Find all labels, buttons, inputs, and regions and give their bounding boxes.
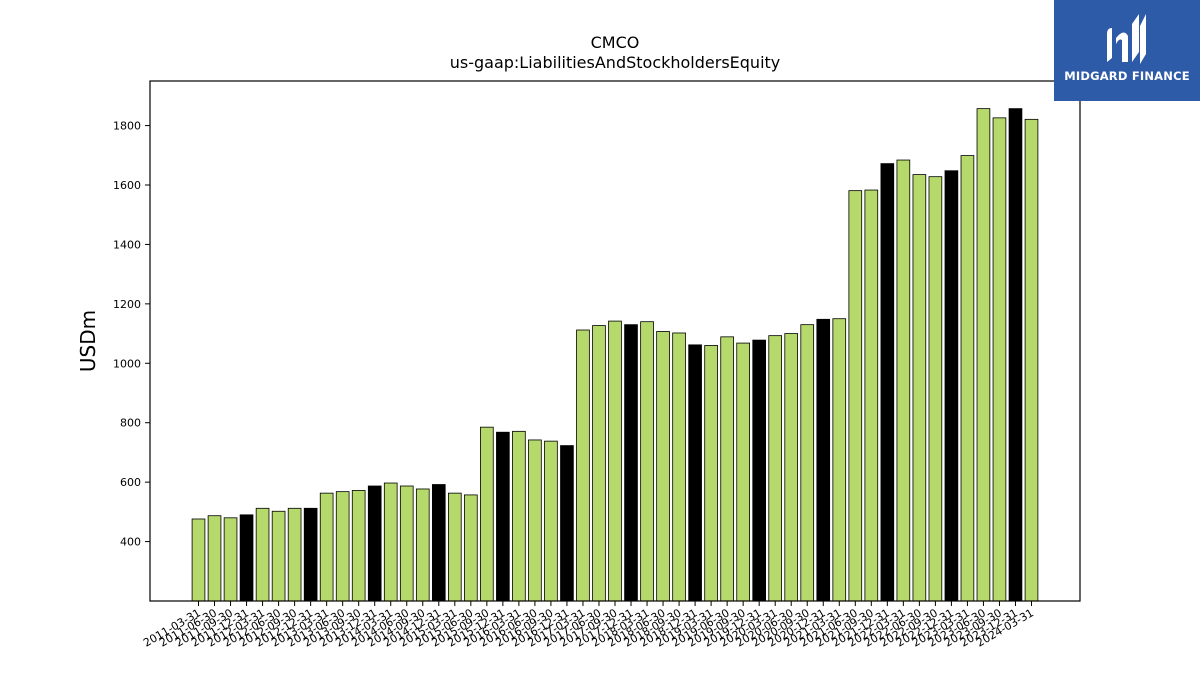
y-tick-label: 800 — [120, 417, 141, 430]
bar — [720, 336, 734, 602]
chart-subtitle: us-gaap:LiabilitiesAndStockholdersEquity — [450, 53, 781, 72]
midgard-finance-logo: MIDGARD FINANCE — [1054, 0, 1200, 101]
bar — [800, 324, 815, 602]
bar — [992, 117, 1007, 602]
bar — [784, 333, 799, 602]
y-tick-label: 1000 — [113, 357, 141, 370]
bar — [736, 342, 750, 602]
bar — [640, 321, 654, 602]
bar — [608, 320, 622, 602]
bar — [704, 345, 718, 602]
bar — [1008, 108, 1023, 602]
bar — [592, 325, 606, 602]
bar — [512, 430, 526, 602]
bar — [287, 507, 302, 602]
bar — [383, 482, 398, 602]
y-tick-label: 1200 — [113, 298, 141, 311]
bar — [496, 431, 510, 602]
y-tick-label: 1600 — [113, 179, 141, 192]
bar — [1024, 118, 1039, 602]
bar — [528, 439, 542, 602]
bar — [624, 324, 638, 602]
bar — [480, 426, 494, 602]
bar — [960, 155, 975, 602]
bar — [912, 174, 927, 602]
bar — [319, 492, 334, 602]
bars-group — [191, 108, 1039, 602]
bar — [656, 331, 670, 602]
bar — [816, 318, 831, 602]
bar — [447, 492, 462, 602]
bar — [576, 329, 590, 602]
bar — [832, 318, 847, 602]
y-axis: 400 600 800 1000 1200 1400 1600 1800 — [113, 120, 150, 549]
y-axis-label: USDm — [76, 310, 100, 372]
y-tick-label: 600 — [120, 476, 141, 489]
x-axis: 2011-03-312011-06-302011-09-302011-12-31… — [141, 601, 1036, 650]
bar — [544, 440, 558, 602]
bar — [223, 517, 238, 602]
bar — [367, 485, 382, 602]
bar — [752, 339, 766, 602]
bar — [415, 488, 430, 602]
bar — [431, 484, 446, 602]
y-tick-label: 1800 — [113, 120, 141, 133]
logo-text: MIDGARD FINANCE — [1064, 69, 1190, 83]
bar — [464, 494, 478, 602]
bar — [399, 485, 414, 602]
bar — [351, 490, 366, 602]
bar — [976, 108, 991, 602]
bar — [848, 190, 863, 602]
bar — [928, 176, 943, 602]
bar — [255, 507, 270, 602]
bar — [896, 159, 911, 602]
bar — [271, 510, 286, 602]
bar — [880, 163, 895, 602]
bar — [688, 344, 702, 602]
bar — [335, 491, 350, 602]
bar — [560, 445, 574, 602]
bar — [239, 514, 254, 602]
bar — [864, 189, 879, 602]
bar — [672, 332, 686, 602]
chart-title: CMCO — [591, 33, 640, 52]
bar — [191, 518, 206, 602]
midgard-logo-icon — [1107, 14, 1146, 64]
bar — [944, 170, 959, 602]
y-tick-label: 400 — [120, 536, 141, 549]
y-tick-label: 1400 — [113, 238, 141, 251]
bar — [207, 515, 222, 602]
bar — [768, 335, 783, 602]
bar — [303, 507, 318, 602]
